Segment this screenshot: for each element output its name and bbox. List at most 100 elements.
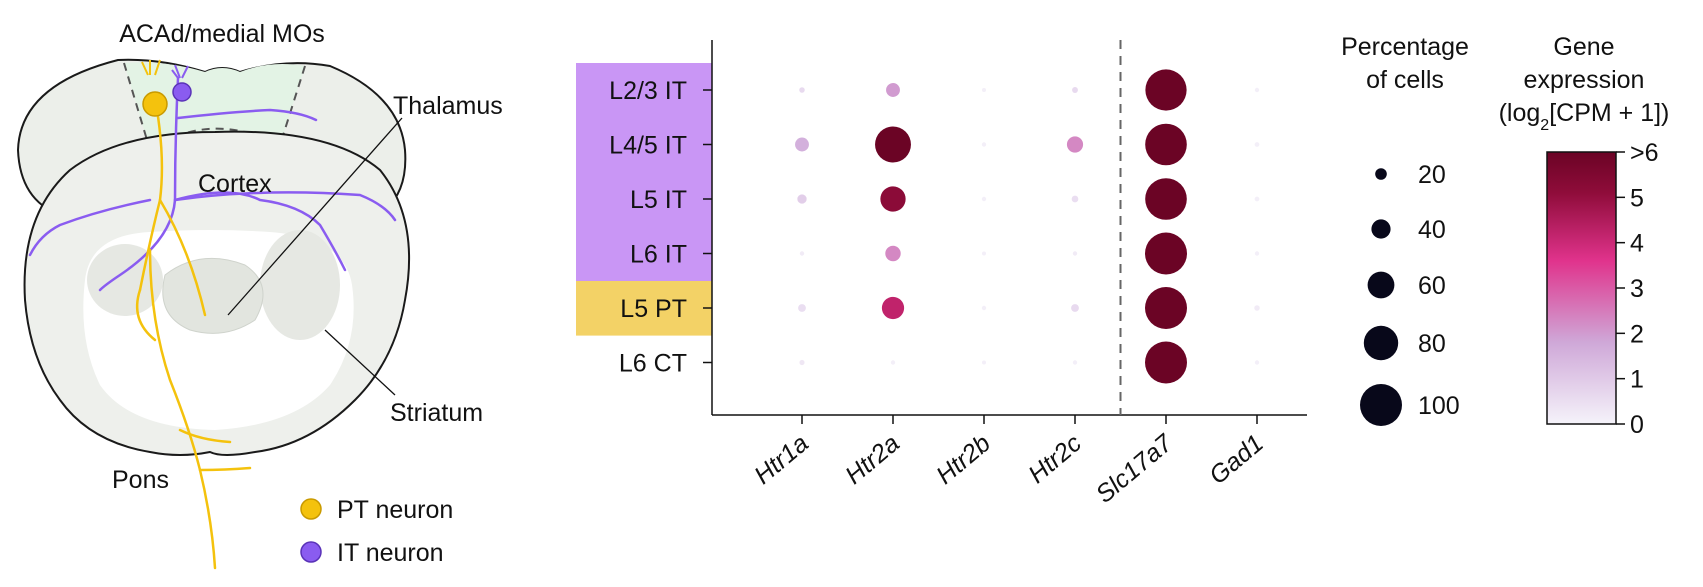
color-legend-title-1: Gene [1553,33,1614,61]
dot [1071,304,1079,312]
size-legend-label: 20 [1418,161,1446,189]
size-legend-title-2: of cells [1366,66,1444,94]
column-label: Htr2b [931,429,996,490]
dot [981,142,987,147]
color-tick-label: 3 [1630,275,1644,303]
column-label: Htr2c [1023,429,1087,489]
dot [799,359,805,366]
dot [1254,305,1260,311]
dot [886,83,900,97]
dot [1145,287,1187,329]
dot [982,88,986,92]
it-axons [28,76,397,292]
size-legend-label: 40 [1418,216,1446,244]
color-tick-label: 5 [1630,184,1644,212]
dot [798,304,806,312]
row-band [576,172,712,227]
row-label: L6 CT [619,350,687,378]
neuron-legend: PT neuron IT neuron [300,496,453,567]
color-legend-title-3: (log2[CPM + 1]) [1499,99,1670,134]
cortex-label: Cortex [198,170,272,198]
thalamus-label: Thalamus [393,92,503,120]
column-label: Htr2a [840,429,905,490]
dot [1072,360,1078,365]
row-bands [576,63,712,336]
dot [1254,87,1260,93]
pt-neuron-legend-label: PT neuron [337,496,453,524]
it-neuron-soma [171,64,192,102]
x-ticks [801,415,1258,424]
row-label: L2/3 IT [609,77,687,105]
dot [981,305,987,311]
color-tick-label: 4 [1630,230,1644,258]
it-neuron-legend-label: IT neuron [337,539,444,567]
dot [799,87,805,93]
dot [981,196,987,202]
dot [1254,142,1260,147]
color-legend: Gene expression (log2[CPM + 1]) 0 1 2 3 4 5 >6 [1499,33,1670,439]
color-tick-label: 2 [1630,320,1644,348]
pt-neuron-soma [141,59,168,117]
dot [1071,195,1079,203]
dot [880,186,906,212]
color-tick-label: 1 [1630,366,1644,394]
row-label: L5 IT [630,186,687,214]
dot [1145,69,1187,111]
dot [1072,251,1078,256]
left-mass-shape [87,244,163,316]
size-legend-label: 100 [1418,392,1460,420]
dot [875,126,911,163]
size-legend-label: 60 [1418,272,1446,300]
acad-region [124,62,305,150]
dot [982,251,986,256]
size-legend-title-1: Percentage [1341,33,1469,61]
dot [1072,87,1078,93]
dot [1254,196,1260,202]
row-labels: L2/3 IT L4/5 IT L5 IT L6 IT L5 PT L6 CT [609,77,687,378]
size-legend-label: 80 [1418,330,1446,358]
color-bar-ticks: 0 1 2 3 4 5 >6 [1616,139,1659,439]
dot [1254,360,1260,365]
dot [1066,136,1084,153]
row-label: L6 IT [630,241,687,269]
column-label: Slc17a7 [1091,428,1179,508]
dot-plot: L2/3 IT L4/5 IT L5 IT L6 IT L5 PT L6 CT Htr1a… [576,40,1307,509]
column-label: Htr1a [749,429,814,490]
pons-label: Pons [112,466,169,494]
color-tick-label: >6 [1630,139,1659,167]
size-legend: Percentage of cells 20 40 60 80 100 [1341,33,1469,426]
dot [890,360,896,365]
dot [1145,232,1187,275]
size-legend-dot [1367,271,1395,299]
it-neuron-legend-icon [300,541,322,563]
pt-neuron-legend-icon [300,498,322,520]
y-ticks [703,89,712,364]
region-title: ACAd/medial MOs [119,20,325,48]
dot [799,251,805,256]
dot [1145,123,1187,166]
column-labels: Htr1a Htr2a Htr2b Htr2c Slc17a7 Gad1 [749,428,1269,508]
dot [1145,341,1187,384]
row-band [576,281,712,336]
dot [1145,178,1187,220]
size-legend-dot [1375,168,1387,180]
thalamus-leader [227,117,403,316]
column-label: Gad1 [1204,429,1269,490]
striatum-shape [260,230,340,340]
dot [881,296,905,320]
dot [797,194,807,204]
row-label: L5 PT [620,295,687,323]
striatum-leader [324,329,396,396]
dots [795,69,1260,384]
pt-axons [135,108,252,570]
striatum-label: Striatum [390,399,483,427]
row-band [576,63,712,118]
size-legend-dot [1371,219,1391,239]
dot [885,245,901,262]
color-bar [1546,151,1617,425]
dot [982,360,986,365]
color-legend-title-2: expression [1524,66,1645,94]
size-legend-dot [1360,384,1402,426]
size-legend-dot [1363,325,1399,361]
